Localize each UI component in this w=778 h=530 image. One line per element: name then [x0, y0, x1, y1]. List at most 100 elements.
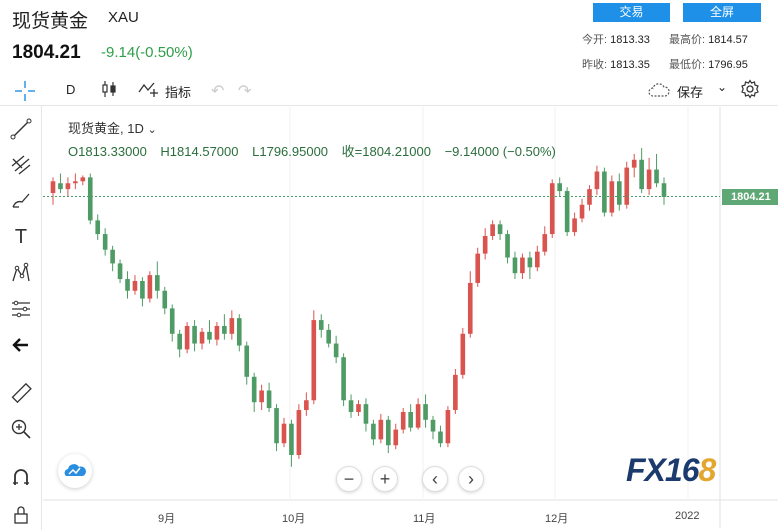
candle	[162, 290, 168, 309]
back-arrow-icon[interactable]	[8, 332, 34, 358]
stat-high-value: 1814.57	[708, 34, 748, 46]
stat-prev-close: 昨收: 1813.35	[582, 56, 650, 72]
pattern-tool-icon[interactable]	[8, 260, 34, 286]
candle	[244, 345, 250, 377]
candle	[356, 404, 361, 412]
save-dropdown-chevron-icon[interactable]: ⌄	[717, 80, 728, 94]
candle	[259, 390, 264, 403]
undo-icon[interactable]: ↶	[211, 83, 225, 100]
candle	[95, 220, 101, 235]
candle	[110, 249, 115, 264]
fx168-logo: FX168	[626, 452, 716, 488]
candle	[289, 423, 294, 455]
save-button[interactable]: 保存	[677, 85, 704, 100]
candle	[378, 419, 384, 440]
stat-low-label: 最低价:	[669, 59, 706, 71]
ruler-icon[interactable]	[8, 380, 34, 406]
candle	[348, 400, 354, 412]
indicators-icon[interactable]	[138, 80, 160, 101]
candle	[125, 279, 130, 291]
candle	[646, 169, 652, 190]
settings-gear-icon[interactable]	[740, 79, 760, 102]
candle	[207, 331, 212, 340]
candle	[453, 374, 458, 411]
chart-legend-ohlc: O1813.33000 H1814.57000 L1796.95000 收=18…	[68, 141, 566, 160]
lock-icon[interactable]	[8, 502, 34, 528]
candle	[102, 234, 108, 250]
candle	[482, 236, 488, 254]
last-price-tag: 1804.21	[722, 188, 778, 205]
stat-high-label: 最高价:	[669, 34, 706, 46]
fib-retracement-icon[interactable]	[8, 152, 34, 178]
brush-icon[interactable]	[8, 188, 34, 214]
candle	[184, 325, 190, 350]
scroll-left-button[interactable]: ‹	[422, 466, 448, 492]
candle	[229, 318, 235, 334]
chart-legend-title[interactable]: 现货黄金, 1D ⌄	[68, 118, 157, 137]
candle	[594, 171, 600, 190]
legend-close: 收=1804.21000	[341, 144, 431, 159]
redo-icon[interactable]: ↷	[238, 83, 252, 100]
zoom-in-button[interactable]: +	[372, 466, 398, 492]
candle	[80, 177, 86, 182]
candle	[520, 257, 525, 274]
legend-title: 现货黄金, 1D	[68, 121, 144, 136]
scroll-right-button[interactable]: ›	[458, 466, 484, 492]
candle	[497, 224, 503, 235]
candle	[214, 325, 220, 340]
candle	[460, 333, 466, 375]
instrument-code: XAU	[108, 9, 139, 26]
x-label-oct: 10月	[282, 513, 306, 525]
candle	[333, 343, 339, 358]
indicators-button[interactable]: 指标	[165, 85, 192, 100]
candle	[58, 183, 63, 190]
candle	[549, 183, 555, 235]
legend-chevron-icon[interactable]: ⌄	[147, 124, 157, 136]
candle	[132, 280, 138, 291]
measure-projection-icon[interactable]	[8, 296, 34, 322]
candle	[415, 404, 421, 428]
candle	[602, 171, 607, 213]
candle	[169, 308, 175, 334]
candle	[535, 251, 540, 268]
text-tool-icon[interactable]: T	[14, 225, 28, 248]
zoom-in-icon[interactable]	[8, 416, 34, 442]
candle	[304, 400, 309, 411]
fullscreen-button[interactable]: 全屏	[683, 3, 761, 22]
candle	[266, 390, 272, 409]
candle	[505, 234, 510, 258]
candle	[326, 329, 332, 344]
candle	[631, 159, 637, 168]
x-label-dec: 12月	[545, 513, 569, 525]
candle	[177, 333, 182, 350]
zoom-out-button[interactable]: −	[336, 466, 362, 492]
trend-line-icon[interactable]	[8, 116, 34, 142]
candle	[311, 320, 317, 401]
x-label-2022: 2022	[675, 510, 700, 522]
tradingview-logo-icon[interactable]	[58, 454, 92, 488]
candle	[393, 429, 399, 446]
magnet-icon[interactable]	[8, 464, 34, 490]
cloud-icon[interactable]	[648, 82, 670, 101]
candle	[155, 275, 160, 291]
crosshair-icon[interactable]	[14, 80, 36, 105]
candle	[371, 423, 376, 440]
candlestick-type-icon[interactable]	[100, 80, 118, 101]
stat-high: 最高价: 1814.57	[669, 31, 748, 47]
candle	[199, 331, 205, 344]
candle	[467, 282, 473, 334]
interval-selector[interactable]: D	[66, 82, 76, 97]
candle	[236, 318, 242, 346]
trade-button[interactable]: 交易	[593, 3, 670, 22]
chart-toolbar: D 指标 ↶ ↷ 保存 ⌄	[0, 74, 778, 106]
instrument-name: 现货黄金	[12, 11, 89, 32]
candle	[341, 357, 346, 401]
candle	[430, 419, 436, 432]
candle	[400, 411, 406, 430]
candle	[251, 376, 257, 403]
candle	[587, 189, 592, 205]
candle	[527, 257, 533, 268]
candle	[579, 204, 585, 219]
candle	[624, 167, 630, 205]
